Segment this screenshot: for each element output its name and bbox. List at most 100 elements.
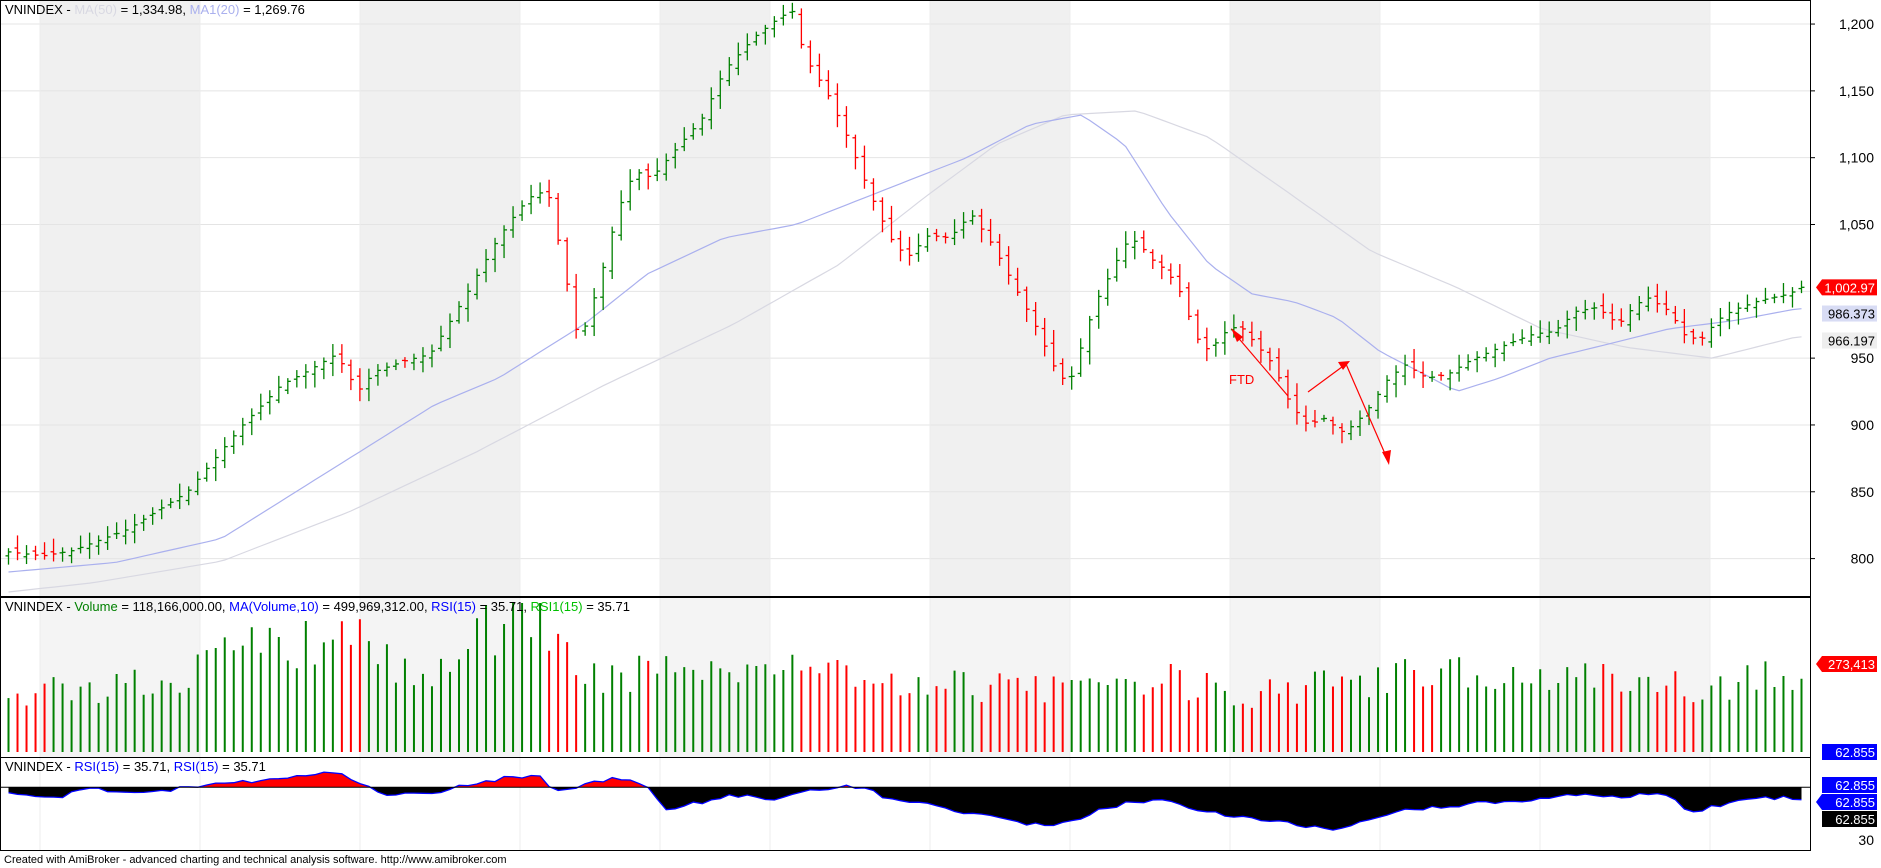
price-bar: [1194, 309, 1201, 344]
ma50-line: [8, 110, 1802, 593]
price-bar: [870, 178, 877, 211]
footer-credit: Created with AmiBroker - advanced charti…: [4, 854, 507, 866]
price-bar: [1681, 308, 1688, 344]
price-bar: [528, 184, 535, 215]
price-bar: [1050, 329, 1057, 372]
rebound-arrow-line: [1307, 363, 1347, 393]
price-tick-label: 950: [1851, 350, 1875, 366]
title-part: VNINDEX -: [5, 599, 74, 614]
price-bar: [257, 393, 264, 421]
title-part: VNINDEX -: [5, 2, 74, 17]
price-axis: 1,200 1,150 1,100 1,050 950 900 850 800: [1810, 16, 1874, 567]
price-bar: [762, 24, 769, 45]
price-tick-label: 1,150: [1839, 83, 1874, 99]
price-bar: [627, 169, 634, 211]
price-bar: [275, 375, 282, 404]
title-part: RSI(15): [74, 759, 119, 774]
price-bar: [510, 206, 517, 238]
price-bar: [726, 57, 733, 86]
price-bar: [1302, 405, 1309, 432]
price-bar: [816, 53, 823, 88]
rsi-badges: 62.855 62.855 62.855: [1816, 777, 1877, 827]
price-bar: [600, 262, 607, 311]
price-badge-ma20: 986.373: [1822, 305, 1877, 322]
bg-band: [660, 598, 770, 757]
svg-text:986.373: 986.373: [1828, 307, 1875, 322]
price-bar: [68, 547, 75, 564]
price-bar: [564, 237, 571, 292]
price-bar: [1275, 348, 1282, 382]
price-bar: [1402, 354, 1409, 386]
price-bar: [176, 483, 183, 510]
bg-band: [660, 1, 770, 596]
price-bar: [1393, 365, 1400, 398]
svg-text:62.855: 62.855: [1835, 745, 1875, 760]
price-bar: [915, 233, 922, 262]
price-bar: [1564, 310, 1571, 339]
price-bar: [113, 522, 120, 539]
price-bar: [293, 370, 300, 388]
price-bar: [924, 228, 931, 252]
price-bar: [1032, 302, 1039, 336]
price-bar: [167, 498, 174, 509]
price-bar: [1762, 287, 1769, 304]
rsi-panel-frame[interactable]: [0, 757, 1811, 851]
rsi-panel-title: VNINDEX - RSI(15) = 35.71, RSI(15) = 35.…: [5, 759, 266, 774]
price-bar: [77, 535, 84, 554]
rsi-negative-area: [8, 787, 1802, 831]
rsi-axis: 30: [1858, 832, 1874, 848]
price-bar: [1636, 296, 1643, 321]
ma50-path: [8, 110, 1802, 593]
price-bar: [1591, 302, 1598, 320]
price-bar: [834, 83, 841, 128]
price-bar: [771, 16, 778, 38]
bg-band: [1540, 598, 1710, 757]
bg-band: [930, 1, 1070, 596]
ftd-arrow-line: [1234, 333, 1289, 397]
price-bar: [1338, 423, 1345, 444]
price-tick-label: 900: [1851, 417, 1875, 433]
svg-text:62.855: 62.855: [1835, 778, 1875, 793]
price-bar: [1221, 321, 1228, 355]
volume-badges: 273,413 62.855: [1816, 656, 1877, 760]
price-bar: [1726, 301, 1733, 330]
price-bar: [897, 230, 904, 262]
price-bar: [1528, 325, 1535, 346]
price-bar: [1212, 338, 1219, 357]
price-bar: [266, 390, 273, 415]
title-part: MA(Volume,10): [229, 599, 319, 614]
price-bar: [1438, 372, 1445, 381]
price-bar: [356, 368, 363, 402]
price-bar: [1266, 347, 1273, 371]
price-bar: [978, 208, 985, 243]
bg-band: [360, 1, 520, 596]
price-bar: [1329, 416, 1336, 435]
price-bar: [951, 219, 958, 246]
price-bar: [1519, 329, 1526, 345]
price-tick-label: 1,100: [1839, 150, 1874, 166]
price-bar: [501, 225, 508, 259]
price-bar: [825, 70, 832, 100]
price-bar: [1465, 354, 1472, 371]
volume-panel-frame[interactable]: [0, 597, 1811, 758]
price-bar: [347, 359, 354, 391]
price-bar: [1149, 249, 1156, 269]
price-bar: [708, 87, 715, 130]
price-bar: [437, 325, 444, 352]
price-bar: [428, 344, 435, 368]
ma20-path: [8, 114, 1802, 573]
title-part: RSI(15): [431, 599, 476, 614]
price-bar: [1537, 320, 1544, 343]
price-bar: [1023, 286, 1030, 322]
price-bar: [1780, 283, 1787, 304]
price-bar: [329, 344, 336, 377]
price-panel-frame[interactable]: [0, 0, 1811, 597]
price-bar: [410, 353, 417, 371]
price-bar: [1239, 321, 1246, 342]
price-bar: [744, 33, 751, 61]
price-bar: [32, 545, 39, 561]
price-bar: [1483, 347, 1490, 362]
price-bar: [699, 113, 706, 136]
price-bar: [780, 4, 787, 26]
price-bar: [1582, 299, 1589, 320]
